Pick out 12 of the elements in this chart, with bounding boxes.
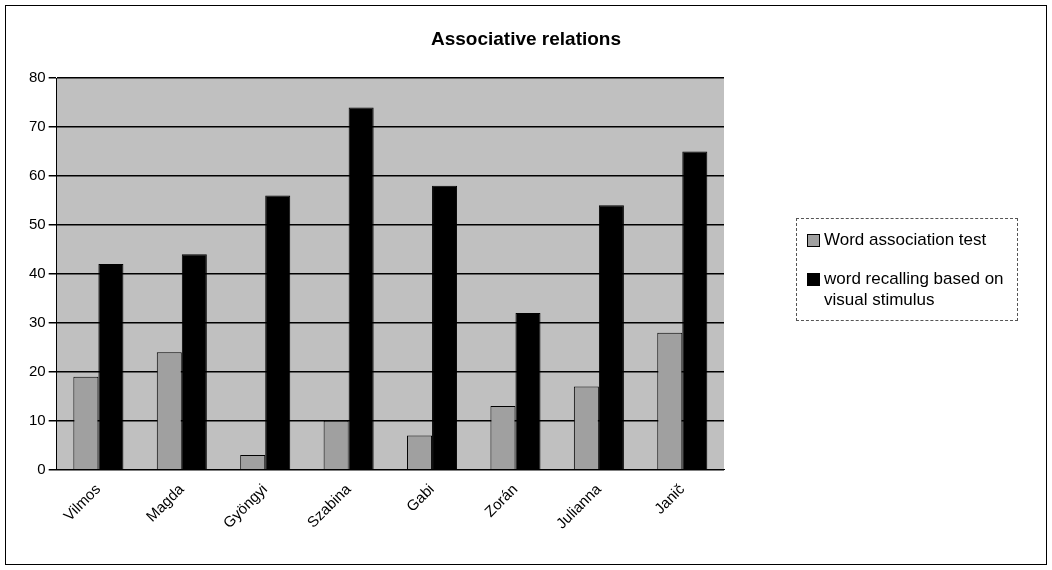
- y-tick-label: 50: [29, 215, 46, 233]
- y-tick-label: 10: [29, 410, 46, 428]
- legend-label: word recalling based on visual stimulus: [824, 268, 1005, 310]
- y-tick-label: 40: [29, 264, 46, 282]
- y-tick-label: 30: [29, 312, 46, 330]
- y-tick-label: 60: [29, 166, 46, 184]
- chart-title: Associative relations: [429, 28, 623, 50]
- legend-label: Word association test: [824, 229, 987, 250]
- y-tick-label: 0: [37, 459, 46, 477]
- y-tick-label: 80: [29, 68, 46, 86]
- y-tick-label: 20: [29, 361, 46, 379]
- y-tick-label: 70: [29, 117, 46, 135]
